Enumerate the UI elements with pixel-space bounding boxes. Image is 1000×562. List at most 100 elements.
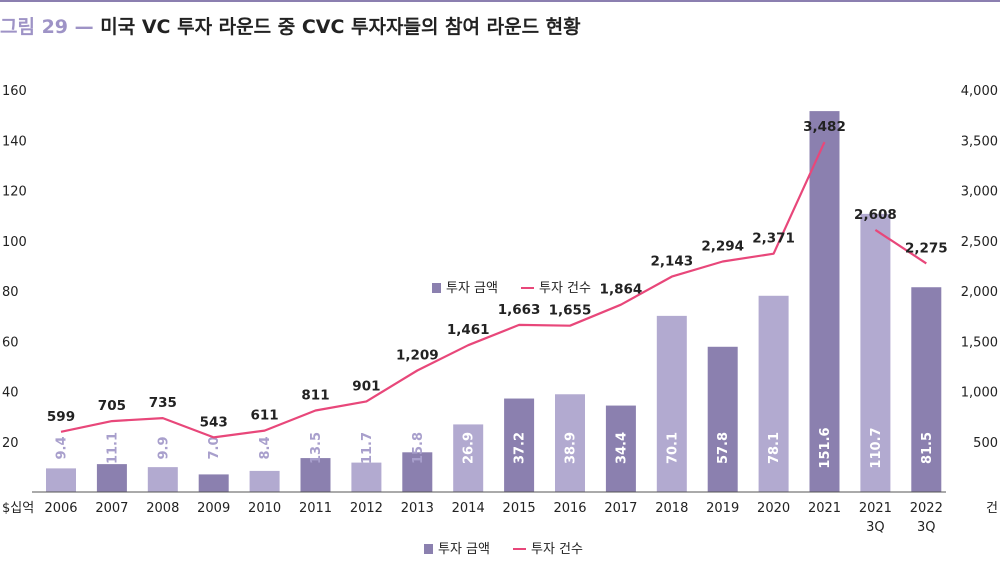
bar-2006 bbox=[46, 468, 76, 492]
line-value-label: 811 bbox=[301, 387, 329, 403]
x-tick-label: 2020 bbox=[757, 501, 790, 516]
line-value-label: 2,608 bbox=[854, 207, 897, 223]
bar-2020 bbox=[758, 295, 789, 492]
bar-value-label: 7.0 bbox=[207, 436, 222, 459]
bar-value-label: 9.4 bbox=[55, 436, 70, 459]
bar-2021 bbox=[809, 111, 840, 492]
legend-bar-swatch bbox=[424, 544, 433, 554]
bar-value-label: 26.9 bbox=[462, 432, 477, 464]
line-value-label: 2,294 bbox=[701, 238, 744, 254]
line-segment-1 bbox=[874, 228, 927, 265]
bar-2021-3Q bbox=[860, 213, 891, 492]
title-dash: — bbox=[74, 16, 94, 38]
line-value-label: 1,864 bbox=[600, 282, 643, 298]
x-tick-label: 2021 bbox=[859, 501, 892, 516]
line-value-label: 735 bbox=[149, 395, 177, 411]
bar-value-label: 11.7 bbox=[360, 432, 375, 464]
bar-2009 bbox=[198, 474, 229, 492]
y-left-tick: 100 bbox=[2, 235, 27, 250]
bar-value-label: 78.1 bbox=[767, 432, 782, 464]
legend-label: 투자 금액 bbox=[438, 542, 490, 557]
bar-2008 bbox=[147, 467, 178, 492]
y-right-unit-label: 건 bbox=[986, 501, 998, 516]
bar-value-label: 38.9 bbox=[564, 432, 579, 464]
x-tick-label: 2016 bbox=[553, 501, 586, 516]
bar-2022-3Q bbox=[911, 287, 942, 492]
line-value-label: 543 bbox=[200, 414, 228, 430]
bar-value-label: 81.5 bbox=[920, 432, 935, 464]
bar-2019 bbox=[707, 346, 738, 492]
figure-title-text: 미국 VC 투자 라운드 중 CVC 투자자들의 참여 라운드 현황 bbox=[100, 16, 581, 38]
legend-bar-swatch bbox=[432, 283, 441, 293]
x-tick-label: 3Q bbox=[866, 520, 885, 535]
x-tick-label: 2007 bbox=[95, 501, 128, 516]
y-right-tick: 500 bbox=[973, 436, 998, 451]
legend-label: 투자 건수 bbox=[531, 542, 583, 557]
y-left-tick: 160 bbox=[2, 84, 27, 99]
bar-value-label: 110.7 bbox=[869, 427, 884, 468]
x-tick-label: 2012 bbox=[350, 501, 383, 516]
x-tick-label: 2010 bbox=[248, 501, 281, 516]
bar-value-label: 13.5 bbox=[309, 432, 324, 464]
y-right-tick: 1,500 bbox=[961, 335, 998, 350]
line-value-label: 1,209 bbox=[396, 347, 439, 363]
line-value-label: 1,655 bbox=[549, 303, 592, 319]
y-left-tick: 80 bbox=[2, 285, 19, 300]
y-right-tick: 4,000 bbox=[961, 84, 998, 99]
x-tick-label: 2011 bbox=[299, 501, 332, 516]
legend-label: 투자 건수 bbox=[539, 281, 591, 296]
line-value-label: 599 bbox=[47, 409, 75, 425]
x-tick-label: 2017 bbox=[604, 501, 637, 516]
x-tick-label: 2018 bbox=[655, 501, 688, 516]
y-left-tick: 120 bbox=[2, 185, 27, 200]
y-right-tick: 3,500 bbox=[961, 134, 998, 149]
bar-2017 bbox=[605, 405, 636, 492]
bar-2015 bbox=[504, 398, 535, 492]
line-value-label: 611 bbox=[251, 408, 279, 424]
bar-2010 bbox=[249, 470, 280, 492]
bar-value-label: 15.8 bbox=[411, 432, 426, 464]
y-left-tick: 20 bbox=[2, 436, 19, 451]
line-value-label: 2,371 bbox=[752, 231, 795, 247]
bar-2018 bbox=[656, 315, 687, 492]
bar-2013 bbox=[402, 452, 433, 492]
axes: 2006 2007 2008 2009 2010 2011 2012 2013 2014 2015… bbox=[2, 84, 998, 535]
bar-value-label: 8.4 bbox=[258, 436, 273, 459]
legend-label: 투자 금액 bbox=[446, 281, 498, 296]
x-tick-label: 2013 bbox=[401, 501, 434, 516]
line-value-labels: 599 705 735 543 611 811 901 1,209 1,461 1,663 1,65… bbox=[47, 119, 948, 430]
y-left-unit-label: $십억 bbox=[2, 501, 34, 516]
figure-title: 그림 29 — 미국 VC 투자 라운드 중 CVC 투자자들의 참여 라운드 … bbox=[0, 12, 581, 39]
x-tick-label: 2021 bbox=[808, 501, 841, 516]
line-series bbox=[60, 141, 927, 439]
line-value-label: 901 bbox=[352, 378, 380, 394]
line-value-label: 2,143 bbox=[650, 254, 693, 270]
bar-2014 bbox=[453, 424, 484, 492]
line-value-label: 1,461 bbox=[447, 322, 490, 338]
y-right-tick: 2,000 bbox=[961, 285, 998, 300]
bar-value-label: 151.6 bbox=[818, 427, 833, 468]
bar-value-label: 57.8 bbox=[716, 432, 731, 464]
bar-value-label: 34.4 bbox=[614, 432, 629, 464]
x-tick-label: 2022 bbox=[910, 501, 943, 516]
bar-series bbox=[46, 111, 942, 492]
bar-value-label: 70.1 bbox=[665, 432, 680, 464]
bar-value-label: 9.9 bbox=[156, 436, 171, 459]
bar-value-labels: 9.4 11.1 9.9 7.0 8.4 13.5 11.7 15.8 26.9 37.2 38.9… bbox=[55, 427, 935, 468]
line-value-label: 705 bbox=[98, 398, 126, 414]
bar-value-label: 37.2 bbox=[513, 432, 528, 464]
y-left-tick: 40 bbox=[2, 386, 19, 401]
x-tick-label: 3Q bbox=[917, 520, 936, 535]
x-tick-label: 2009 bbox=[197, 501, 230, 516]
line-segment-0 bbox=[60, 141, 826, 439]
line-value-label: 1,663 bbox=[498, 302, 541, 318]
line-value-label: 2,275 bbox=[905, 240, 948, 256]
bar-2007 bbox=[96, 464, 127, 492]
figure-number: 그림 29 bbox=[0, 16, 69, 38]
bar-value-label: 11.1 bbox=[105, 432, 120, 464]
bar-2011 bbox=[300, 458, 331, 492]
x-tick-label: 2008 bbox=[146, 501, 179, 516]
bar-2016 bbox=[555, 394, 585, 492]
bar-2012 bbox=[351, 462, 382, 492]
